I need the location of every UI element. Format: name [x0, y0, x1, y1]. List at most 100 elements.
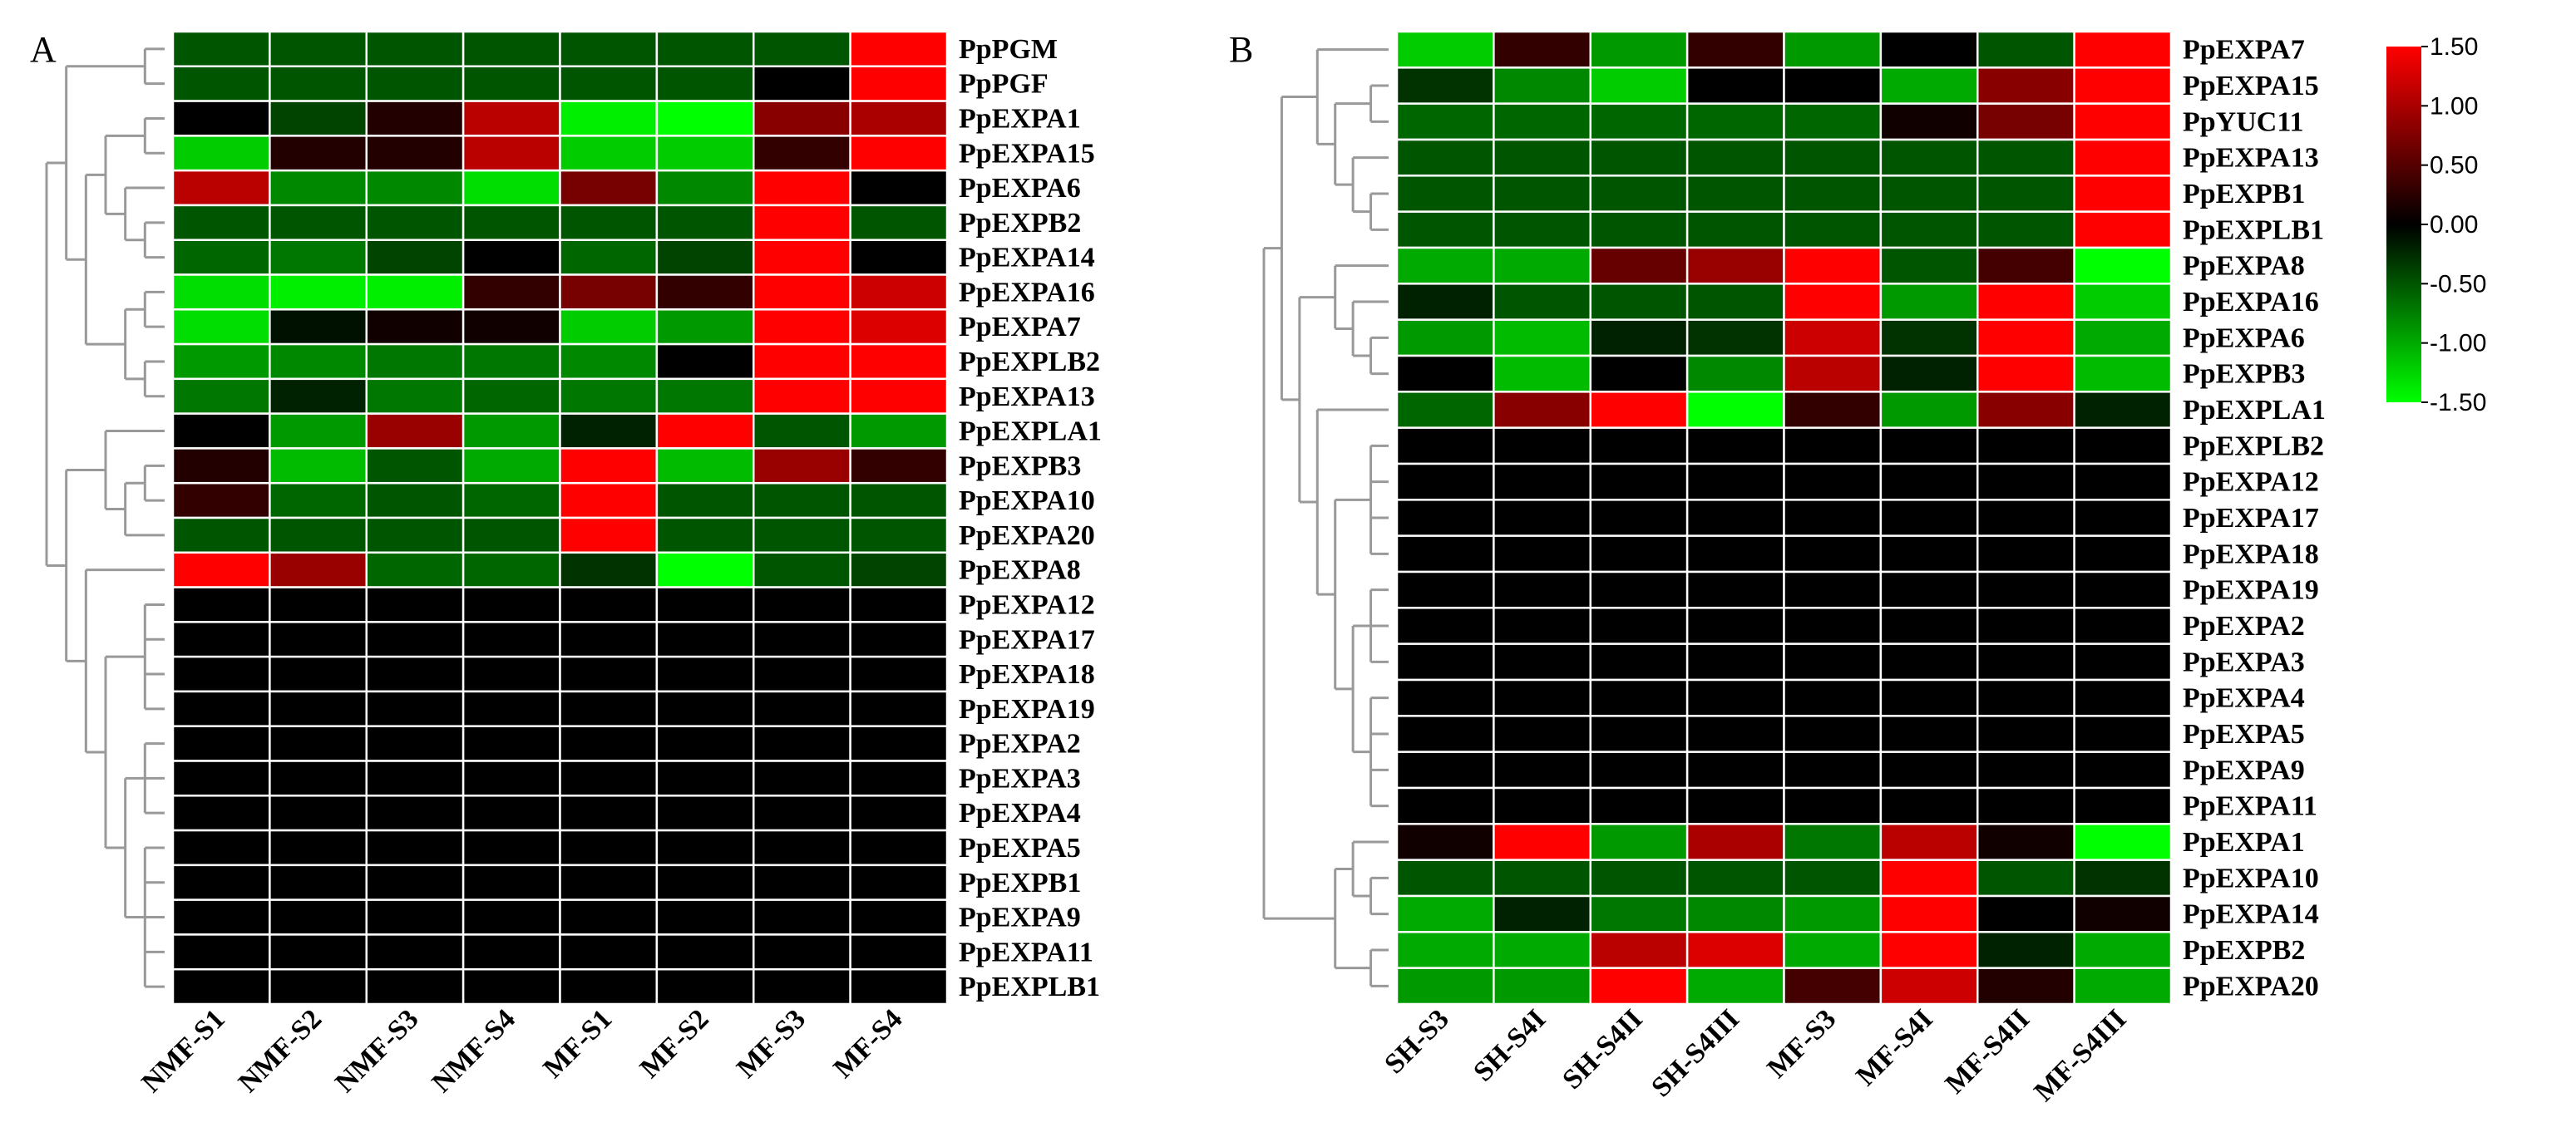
column-label: SH-S4II — [1557, 1003, 1648, 1095]
row-label: PpEXPA14 — [959, 243, 1095, 273]
heatmap-cell — [461, 967, 561, 1006]
heatmap-cell — [1395, 499, 1495, 537]
heatmap-cell — [1783, 570, 1883, 609]
heatmap-cell — [171, 377, 271, 415]
heatmap-cell — [1685, 426, 1785, 465]
heatmap-cell — [461, 169, 561, 207]
heatmap-cell — [753, 725, 851, 762]
heatmap-cell — [1685, 823, 1785, 861]
heatmap-cell — [559, 377, 659, 415]
heatmap-cell — [365, 516, 465, 554]
heatmap-cell — [171, 586, 271, 623]
heatmap-a — [171, 30, 949, 1006]
heatmap-cell — [171, 760, 271, 797]
heatmap-cell — [1395, 138, 1495, 177]
row-label: PpEXPA20 — [959, 520, 1095, 551]
heatmap-cell — [655, 65, 755, 102]
heatmap-cell — [269, 760, 368, 797]
heatmap-cell — [655, 308, 755, 346]
heatmap-cell — [1685, 138, 1785, 177]
heatmap-cell — [655, 795, 755, 832]
row-label: PpEXPA19 — [2183, 575, 2319, 606]
heatmap-cell — [753, 864, 851, 901]
column-label: NMF-S4 — [427, 1003, 521, 1098]
heatmap-cell — [461, 481, 561, 519]
heatmap-cell — [559, 621, 659, 658]
heatmap-cell — [1395, 66, 1495, 105]
heatmap-cell — [1976, 534, 2075, 573]
heatmap-cell — [1493, 246, 1591, 285]
heatmap-cell — [1493, 462, 1591, 501]
heatmap-cell — [1783, 967, 1883, 1006]
heatmap-cell — [1879, 499, 1979, 537]
heatmap-cell — [1976, 859, 2075, 898]
row-label: PpEXPA10 — [2183, 863, 2319, 893]
heatmap-cell — [1976, 391, 2075, 429]
heatmap-cell — [1493, 678, 1591, 717]
heatmap-cell — [1783, 30, 1883, 69]
heatmap-cell — [655, 377, 755, 415]
heatmap-cell — [559, 100, 659, 137]
heatmap-cell — [1783, 210, 1883, 249]
heatmap-cell — [1589, 102, 1689, 141]
heatmap-cell — [1589, 499, 1689, 537]
heatmap-cell — [1685, 283, 1785, 321]
heatmap-cell — [461, 690, 561, 727]
heatmap-cell — [1493, 318, 1591, 357]
row-label: PpEXPA18 — [959, 659, 1095, 690]
heatmap-cell — [559, 135, 659, 172]
row-label: PpEXPB1 — [959, 868, 1081, 898]
heatmap-cell — [1879, 678, 1979, 717]
row-label: PpEXPB2 — [2183, 935, 2305, 966]
heatmap-cell — [1783, 534, 1883, 573]
row-label: PpEXPA8 — [2183, 251, 2305, 282]
heatmap-cell — [1685, 210, 1785, 249]
row-label: PpEXPA17 — [959, 624, 1095, 655]
heatmap-cell — [1493, 570, 1591, 609]
row-label: PpEXPA15 — [959, 138, 1095, 169]
heatmap-cell — [655, 933, 755, 971]
row-label: PpEXPA1 — [959, 103, 1081, 134]
heatmap-cell — [753, 898, 851, 936]
heatmap-cell — [1589, 751, 1689, 790]
heatmap-cell — [753, 412, 851, 450]
heatmap-cell — [269, 655, 368, 693]
heatmap-cell — [1879, 30, 1979, 69]
heatmap-cell — [269, 239, 368, 276]
heatmap-cell — [1493, 391, 1591, 429]
heatmap-cell — [1976, 499, 2075, 537]
row-label: PpEXPLA1 — [959, 416, 1102, 447]
colorbar-tick-label: -1.00 — [2430, 330, 2486, 357]
heatmap-cell — [365, 169, 465, 207]
colorbar-tick-label: -0.50 — [2430, 270, 2486, 298]
heatmap-cell — [269, 829, 368, 867]
heatmap-cell — [461, 342, 561, 381]
heatmap-cell — [365, 690, 465, 727]
heatmap-cell — [753, 65, 851, 102]
heatmap-cell — [461, 204, 561, 241]
heatmap-cell — [1976, 823, 2075, 861]
heatmap-cell — [1976, 30, 2075, 69]
heatmap-cell — [1879, 426, 1979, 465]
heatmap-cell — [365, 308, 465, 346]
row-label: PpEXPLB1 — [959, 972, 1100, 1002]
heatmap-cell — [1589, 642, 1689, 682]
row-label: PpEXPA6 — [959, 173, 1081, 204]
heatmap-cell — [365, 933, 465, 971]
heatmap-cell — [1879, 318, 1979, 357]
heatmap-cell — [2073, 570, 2173, 609]
heatmap-cell — [1685, 642, 1785, 682]
heatmap-cell — [1685, 751, 1785, 790]
heatmap-cell — [461, 30, 561, 68]
heatmap-cell — [1879, 246, 1979, 285]
heatmap-cell — [655, 655, 755, 693]
heatmap-cell — [1589, 318, 1689, 357]
heatmap-cell — [753, 829, 851, 867]
heatmap-cell — [655, 967, 755, 1006]
row-label: PpEXPA3 — [959, 763, 1081, 794]
row-label: PpEXPA13 — [959, 381, 1095, 412]
heatmap-cell — [1879, 607, 1979, 645]
row-label: PpEXPLB2 — [959, 347, 1100, 377]
row-label: PpEXPA9 — [959, 903, 1081, 933]
heatmap-cell — [2073, 967, 2173, 1006]
